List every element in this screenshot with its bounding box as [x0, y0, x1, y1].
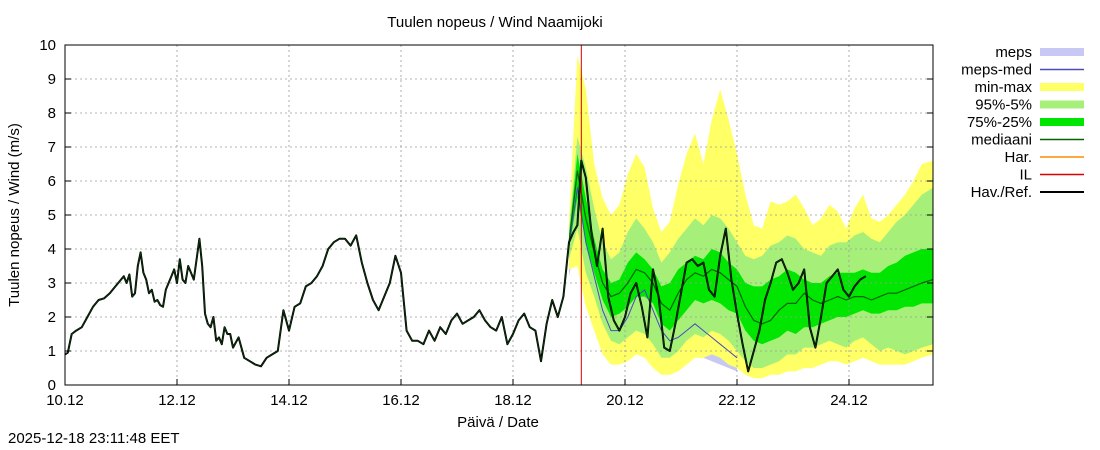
x-tick-label: 14.12: [270, 392, 308, 409]
y-tick-label: 2: [48, 309, 56, 326]
x-tick-label: 10.12: [46, 392, 84, 409]
legend-label: meps: [995, 44, 1032, 61]
p75-p25-band: [569, 153, 933, 345]
y-tick-label: 5: [48, 207, 56, 224]
y-tick-label: 9: [48, 71, 56, 88]
x-tick-label: 24.12: [830, 392, 868, 409]
legend-label: mediaani: [971, 132, 1032, 149]
y-tick-label: 7: [48, 139, 56, 156]
y-tick-label: 3: [48, 275, 56, 292]
y-tick-label: 8: [48, 105, 56, 122]
x-tick-label: 20.12: [606, 392, 644, 409]
y-tick-label: 0: [48, 377, 56, 394]
legend-swatch: [1040, 83, 1084, 91]
y-tick-label: 4: [48, 241, 56, 258]
legend-label: 95%-5%: [975, 97, 1032, 114]
x-axis-label: Päivä / Date: [457, 414, 539, 431]
legend-label: Hav./Ref.: [971, 184, 1032, 201]
legend-label: min-max: [974, 79, 1032, 96]
legend-swatch: [1040, 100, 1084, 109]
x-tick-label: 16.12: [382, 392, 420, 409]
legend-label: IL: [1019, 167, 1032, 184]
meps-med-line: [568, 187, 738, 359]
legend-swatch: [1040, 118, 1084, 126]
legend-label: meps-med: [961, 62, 1032, 79]
x-tick-label: 22.12: [718, 392, 756, 409]
legend-label: 75%-25%: [967, 114, 1032, 131]
legend-swatch: [1040, 48, 1084, 56]
y-tick-label: 10: [39, 37, 56, 54]
y-tick-label: 1: [48, 343, 56, 360]
timestamp-label: 2025-12-18 23:11:48 EET: [8, 430, 180, 447]
chart-title: Tuulen nopeus / Wind Naamijoki: [387, 14, 602, 31]
y-axis-label: Tuulen nopeus / Wind (m/s): [6, 123, 23, 307]
grid: [65, 45, 933, 385]
x-tick-label: 18.12: [494, 392, 532, 409]
x-tick-label: 12.12: [158, 392, 196, 409]
mediaani-line: [568, 170, 934, 325]
observed-line-highlight: [64, 160, 867, 372]
legend-label: Har.: [1004, 149, 1032, 166]
y-tick-label: 6: [48, 173, 56, 190]
